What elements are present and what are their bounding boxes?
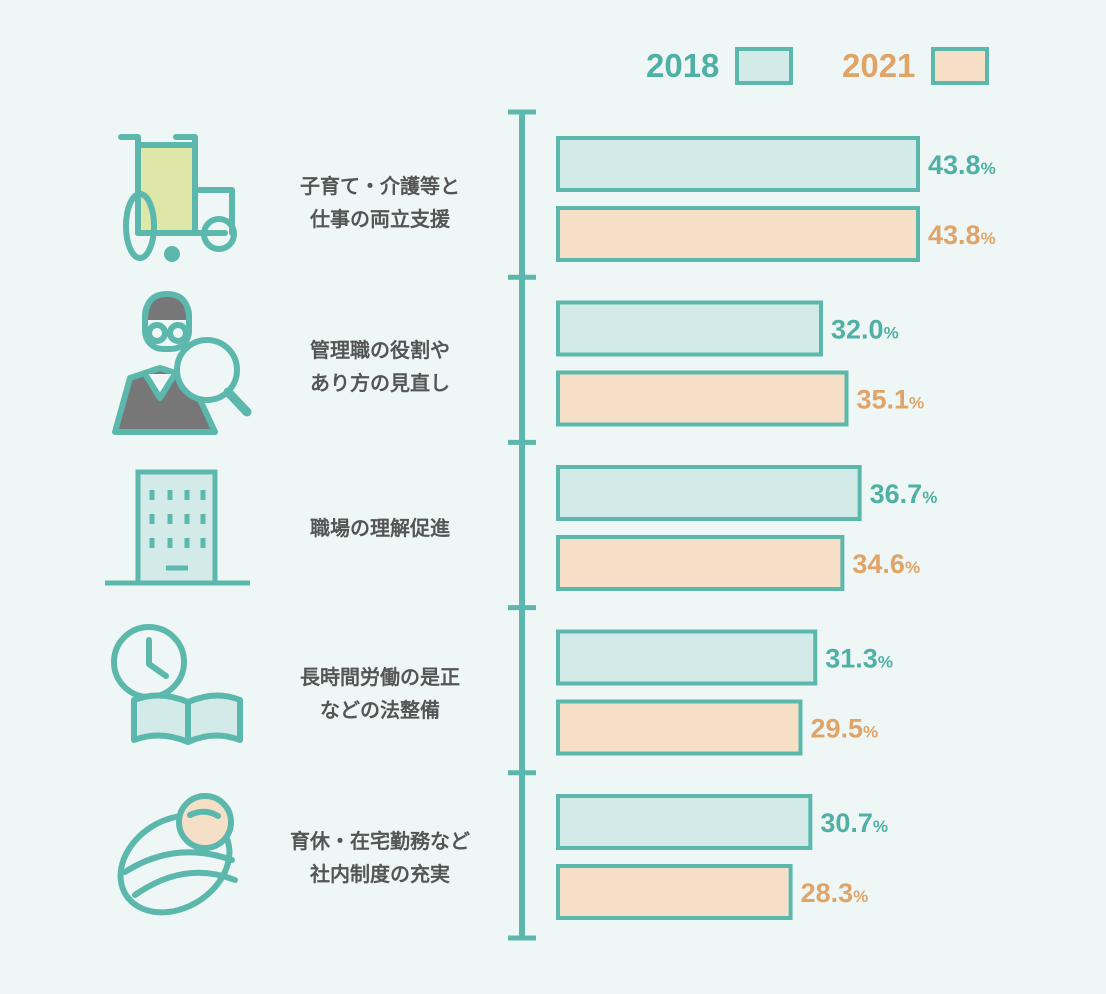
bar-2018-2 <box>556 300 824 357</box>
category-label-5-line2: 社内制度の充実 <box>310 862 450 886</box>
category-label-1-line2: 仕事の両立支援 <box>310 207 450 231</box>
legend-2021: 2021 <box>842 47 990 85</box>
category-label-2-line2: あり方の見直し <box>310 371 450 395</box>
category-label-4-line2: などの法整備 <box>320 698 440 722</box>
data-label-2018-2: 32.0% <box>831 315 899 345</box>
bar-2018-4 <box>556 629 818 686</box>
category-label-3-line1: 職場の理解促進 <box>310 516 450 540</box>
legend-swatch-2021 <box>931 47 990 85</box>
category-label-5: 育休・在宅勤務など 社内制度の充実 <box>270 825 490 891</box>
data-label-2018-1: 43.8% <box>928 150 996 180</box>
category-label-1-line1: 子育て・介護等と <box>300 174 460 198</box>
category-label-1: 子育て・介護等と 仕事の両立支援 <box>270 170 490 236</box>
data-label-2018-5: 30.7% <box>820 808 888 838</box>
bar-2018-5 <box>556 794 813 850</box>
category-label-2: 管理職の役割や あり方の見直し <box>270 334 490 400</box>
bar-2021-2 <box>556 370 849 427</box>
clock-book-icon <box>111 624 243 745</box>
bar-2018-3 <box>556 465 862 521</box>
category-label-2-line1: 管理職の役割や <box>310 338 450 362</box>
data-label-2021-3: 34.6% <box>852 549 920 579</box>
wheelchair-icon <box>118 134 237 262</box>
swaddled-baby-icon <box>117 793 238 916</box>
bar-2018-1 <box>556 136 920 192</box>
data-label-2021-4: 29.5% <box>810 714 878 744</box>
category-label-4-line1: 長時間労働の是正 <box>300 665 460 689</box>
office-building-icon <box>105 469 250 586</box>
data-label-2021-5: 28.3% <box>801 878 869 908</box>
bar-2021-4 <box>556 699 803 756</box>
bar-2021-1 <box>556 206 920 262</box>
data-label-2018-3: 36.7% <box>870 479 938 509</box>
legend-label-2021: 2021 <box>842 47 916 84</box>
data-label-2018-4: 31.3% <box>825 644 893 674</box>
category-label-3: 職場の理解促進 <box>270 512 490 545</box>
category-label-4: 長時間労働の是正 などの法整備 <box>270 661 490 727</box>
legend-2018: 2018 <box>646 47 794 85</box>
data-label-2021-2: 35.1% <box>856 385 924 415</box>
bar-2021-5 <box>556 864 793 920</box>
legend-label-2018: 2018 <box>646 47 720 84</box>
legend-swatch-2018 <box>735 47 794 85</box>
data-label-2021-1: 43.8% <box>928 220 996 250</box>
bar-2021-3 <box>556 535 845 591</box>
category-label-5-line1: 育休・在宅勤務など <box>290 829 470 853</box>
manager-magnifier-icon <box>112 291 252 435</box>
